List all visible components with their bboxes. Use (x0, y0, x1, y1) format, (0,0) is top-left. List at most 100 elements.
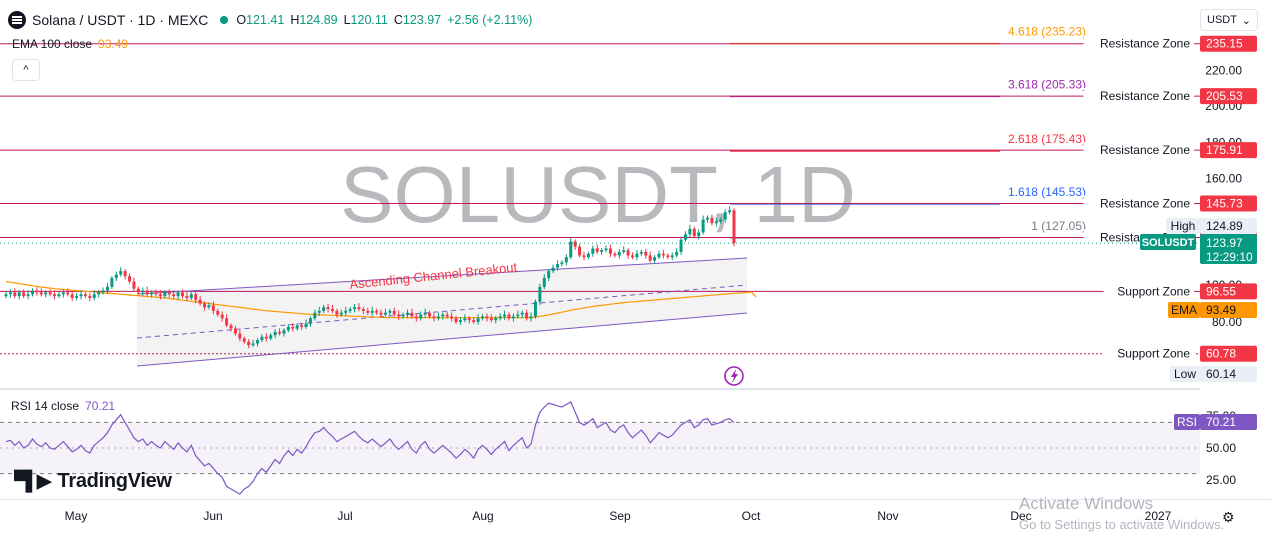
candle-body (458, 320, 462, 322)
ohlc-close: C123.97 (393, 13, 442, 27)
candle-body (675, 251, 679, 256)
candle-body (498, 316, 502, 319)
collapse-legend-button[interactable]: ^ (12, 59, 40, 81)
candle-body (353, 307, 357, 310)
zone-label: Resistance Zone (1100, 196, 1190, 210)
last-price-value: 123.97 (1206, 236, 1243, 250)
candle-body (631, 255, 635, 258)
candle-body (163, 292, 167, 297)
solana-logo-icon (8, 11, 26, 29)
candle-body (4, 294, 8, 297)
time-axis-tick: Jun (203, 509, 222, 523)
rsi-legend[interactable]: RSI 14 close 70.21 (11, 399, 116, 413)
channel-lower-line (136, 312, 748, 367)
candle-body (414, 316, 418, 319)
candle-body (485, 316, 489, 319)
zone-label: Resistance Zone (1100, 143, 1190, 157)
marker-value-bg (1200, 414, 1257, 430)
candle-body (511, 316, 515, 319)
gear-icon[interactable]: ⚙ (1222, 509, 1235, 525)
candle-body (317, 310, 321, 313)
candles[interactable] (0, 206, 1200, 349)
candle-body (600, 250, 604, 252)
candle-body (189, 294, 193, 298)
marker-value-bg (1200, 366, 1257, 382)
candle-body (666, 255, 670, 258)
candle-body (322, 307, 326, 311)
marker-label: High (1171, 219, 1196, 233)
candle-body (282, 330, 286, 334)
candle-body (13, 292, 17, 297)
rsi-axis-tick: 50.00 (1206, 441, 1236, 455)
candle-body (701, 219, 705, 233)
candle-body (450, 316, 454, 319)
candle-body (728, 210, 732, 213)
last-symbol-bg (1140, 234, 1196, 250)
price-tags: 235.15205.53175.91145.73127.2996.5560.78… (1140, 35, 1257, 430)
candle-body (383, 312, 387, 315)
candle-body (467, 318, 471, 321)
candle-body (357, 307, 361, 310)
zone-label-bg (1083, 195, 1194, 212)
candle-body (220, 314, 224, 319)
marker-label: Low (1174, 367, 1196, 381)
candle-body (339, 312, 343, 315)
candle-body (397, 314, 401, 317)
zone-price-value: 235.15 (1206, 37, 1243, 51)
zone-price-value: 60.78 (1206, 347, 1236, 361)
candle-body (128, 276, 132, 282)
candle-body (406, 312, 410, 315)
time-axis-tick: Nov (877, 509, 898, 523)
ascending-channel[interactable] (136, 257, 748, 367)
candle-body (388, 310, 392, 313)
zone-label-bg (1103, 345, 1194, 362)
fib-label: 4.618 (235.23) (1008, 25, 1086, 39)
tradingview-logo[interactable]: ▀▌▶ TradingView (14, 470, 172, 492)
candle-body (366, 310, 370, 313)
zone-label: Resistance Zone (1100, 37, 1190, 51)
zone-price-tag (1200, 195, 1257, 212)
ohlc-open: O121.41 (236, 13, 285, 27)
candle-body (428, 312, 432, 317)
zone-label-bg (1083, 88, 1194, 105)
candle-body (688, 228, 692, 235)
candle-body (211, 305, 215, 311)
lightning-icon[interactable] (724, 366, 744, 386)
candle-body (105, 286, 109, 291)
candle-body (22, 292, 26, 297)
candle-body (132, 281, 136, 289)
candle-body (692, 228, 696, 237)
candle-body (286, 326, 290, 331)
marker-label-bg (1174, 414, 1200, 430)
candle-body (35, 290, 39, 293)
symbol-title[interactable]: Solana / USDT · 1D · MEXC (32, 12, 209, 28)
candle-body (644, 251, 648, 256)
ema-legend[interactable]: EMA 100 close 93.49 (12, 37, 129, 51)
candle-body (251, 343, 255, 346)
time-axis-tick: Jul (337, 509, 352, 523)
candle-body (569, 241, 573, 258)
candle-body (225, 318, 229, 326)
currency-selector[interactable]: USDT ⌄ (1200, 9, 1258, 31)
candle-body (591, 248, 595, 254)
zone-price-tag (1200, 142, 1257, 159)
zone-price-value: 205.53 (1206, 89, 1243, 103)
candle-body (520, 312, 524, 315)
candle-body (326, 307, 330, 310)
candle-body (70, 294, 74, 298)
time-axis-tick: Oct (742, 509, 761, 523)
candle-body (61, 292, 65, 295)
candle-body (308, 318, 312, 324)
tradingview-mark-icon: ▀▌▶ (14, 471, 52, 492)
candle-body (194, 294, 198, 300)
candle-body (547, 271, 551, 279)
candle-body (247, 341, 251, 346)
time-axis-tick: Sep (609, 509, 631, 523)
candle-body (269, 335, 273, 339)
candle-body (238, 333, 242, 339)
grid (0, 388, 1271, 500)
time-axis-tick: May (65, 509, 88, 523)
time-axis-tick: 2027 (1145, 509, 1172, 523)
candle-body (613, 253, 617, 256)
